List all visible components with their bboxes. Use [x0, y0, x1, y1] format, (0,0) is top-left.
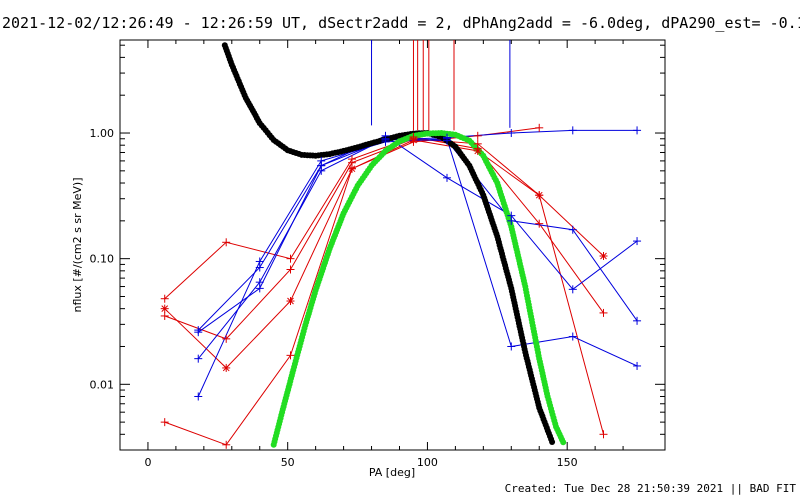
data-point: [194, 354, 203, 363]
data-point: [507, 216, 516, 225]
data-point: [507, 342, 516, 351]
series-line-5: [197, 138, 638, 360]
data-point: [507, 129, 516, 138]
data-point: [286, 351, 295, 360]
x-tick-label: 50: [281, 456, 295, 469]
data-point: [222, 440, 231, 449]
footer-created: Created: Tue Dec 28 21:50:39 2021 || BAD…: [504, 482, 796, 495]
series-line-7: [198, 129, 638, 333]
data-point: [222, 363, 231, 372]
data-markers: [160, 123, 642, 449]
data-point: [222, 334, 231, 343]
data-point: [535, 219, 544, 228]
data-point: [194, 328, 203, 337]
data-point: [473, 131, 482, 140]
data-point: [194, 392, 203, 401]
data-point: [443, 173, 451, 182]
data-point: [568, 225, 577, 234]
data-point: [255, 284, 264, 293]
x-tick-label: 100: [417, 456, 438, 469]
data-point: [568, 285, 577, 294]
data-point: [633, 237, 642, 246]
data-point: [160, 311, 169, 320]
fit-curves: [221, 42, 567, 448]
data-point: [381, 135, 390, 144]
data-point: [286, 297, 295, 306]
data-point: [535, 191, 544, 200]
data-point: [160, 304, 169, 313]
data-point: [443, 133, 451, 142]
series-line-2: [164, 127, 540, 446]
data-point: [160, 294, 169, 303]
y-tick-label: 0.01: [90, 378, 115, 391]
fit-dot: [560, 439, 567, 446]
series-line-4: [197, 135, 638, 331]
data-point: [347, 164, 356, 173]
fit-curve-green: [270, 130, 567, 448]
data-point: [255, 257, 264, 266]
plot-frame: [119, 39, 666, 451]
data-point: [286, 254, 295, 263]
data-point: [568, 332, 577, 341]
axis-ticks: 0 50 100 150 0.01 0.10 1.00: [90, 40, 665, 469]
data-point: [633, 126, 642, 135]
direction-lines: [371, 40, 511, 131]
data-point: [599, 308, 608, 317]
data-point: [568, 126, 577, 135]
y-tick-label: 0.10: [90, 253, 115, 266]
x-axis-label: PA [deg]: [369, 466, 415, 479]
data-point: [473, 139, 482, 148]
fit-dot: [549, 439, 556, 445]
data-point: [633, 361, 642, 370]
series-line-0: [164, 136, 604, 314]
y-tick-label: 1.00: [90, 127, 115, 140]
data-point: [599, 252, 608, 261]
x-tick-label: 150: [557, 456, 578, 469]
data-point: [473, 146, 482, 155]
data-point: [409, 135, 418, 144]
data-point: [222, 238, 231, 247]
chart-title: 2021-12-02/12:26:49 - 12:26:59 UT, dSect…: [2, 14, 800, 32]
data-point: [633, 316, 642, 325]
x-tick-label: 0: [144, 456, 151, 469]
data-point: [535, 123, 544, 132]
data-point: [286, 265, 295, 274]
data-point: [160, 418, 169, 427]
fit-curve-black: [221, 42, 556, 445]
data-point: [599, 430, 608, 439]
data-lines: [164, 127, 638, 446]
y-axis-label: nflux [#/(cm2 s sr MeV)]: [71, 178, 84, 313]
data-point: [317, 161, 326, 170]
